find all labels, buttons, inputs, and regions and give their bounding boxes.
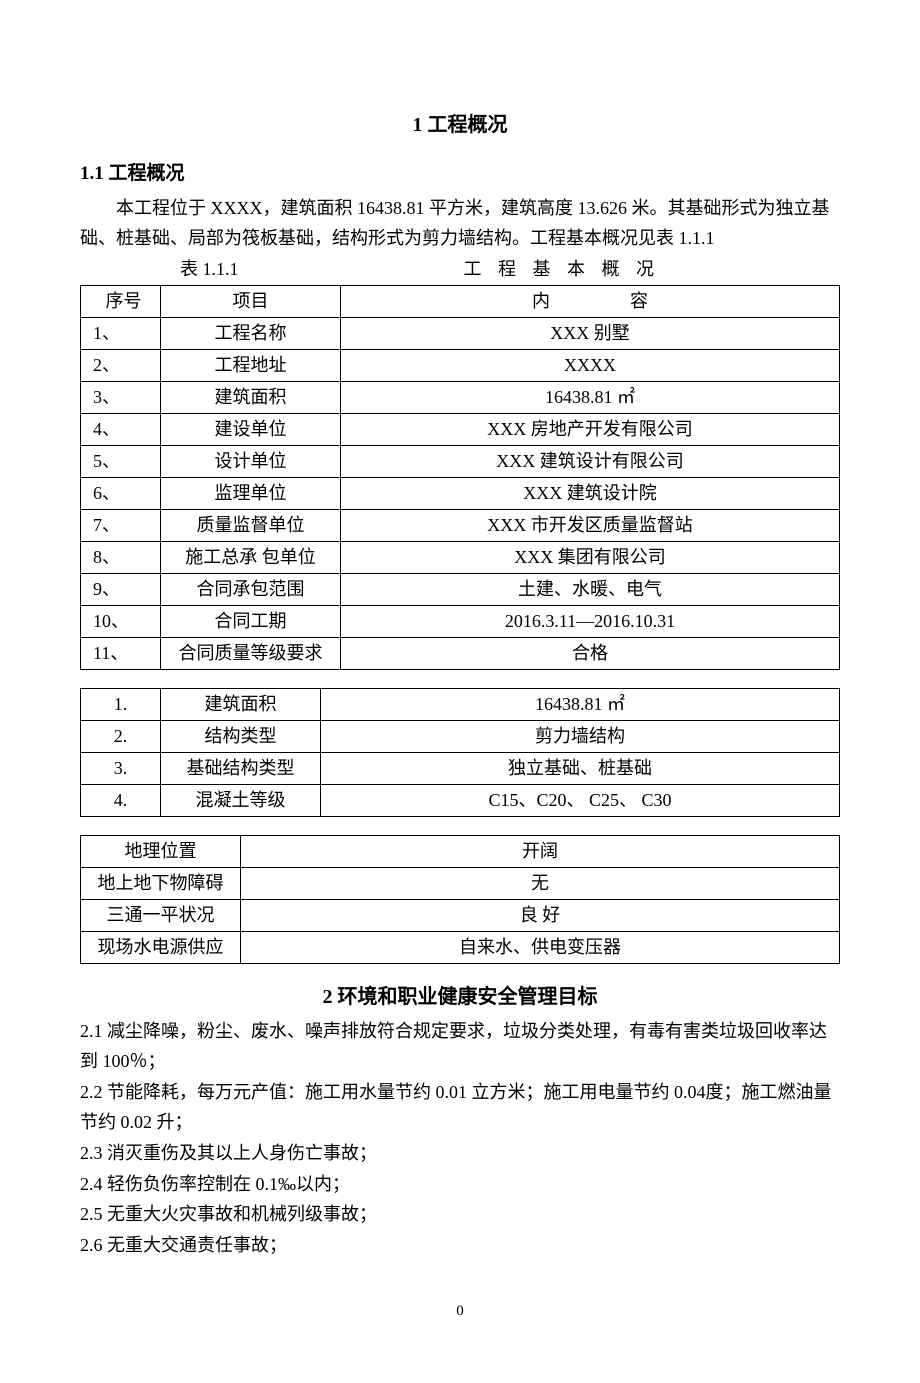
table-cell: 合同工期 [161,605,341,637]
table-cell: XXXX [341,349,840,381]
table-cell: 建筑面积 [161,688,321,720]
table-row: 10、合同工期2016.3.11—2016.10.31 [81,605,840,637]
table-cell: 地上地下物障碍 [81,867,241,899]
table-row: 1、工程名称XXX 别墅 [81,317,840,349]
table-cell: 开阔 [241,835,840,867]
table-cell: 现场水电源供应 [81,931,241,963]
table-cell: C15、C20、 C25、 C30 [321,784,840,816]
table1-caption-left: 表 1.1.1 [180,256,239,283]
table1-caption: 表 1.1.1 工 程 基 本 概 况 [80,256,840,283]
table-cell: 1、 [81,317,161,349]
table-row: 4.混凝土等级C15、C20、 C25、 C30 [81,784,840,816]
table1-header-col1: 序号 [81,285,161,317]
table-cell: XXX 建筑设计院 [341,477,840,509]
table-cell: 3. [81,752,161,784]
main-title: 1 工程概况 [80,110,840,140]
table-cell: 工程名称 [161,317,341,349]
table1-header-row: 序号 项目 内容 [81,285,840,317]
table-cell: 三通一平状况 [81,899,241,931]
table-cell: 16438.81 ㎡ [321,688,840,720]
table1: 序号 项目 内容 1、工程名称XXX 别墅 2、工程地址XXXX 3、建筑面积1… [80,285,840,670]
table-cell: 建设单位 [161,413,341,445]
table-row: 2.结构类型剪力墙结构 [81,720,840,752]
table-cell: 1. [81,688,161,720]
body-item: 2.2 节能降耗，每万元产值：施工用水量节约 0.01 立方米；施工用电量节约 … [80,1077,840,1138]
table-cell: 建筑面积 [161,381,341,413]
table-cell: 5、 [81,445,161,477]
table-cell: 16438.81 ㎡ [341,381,840,413]
table-cell: 良 好 [241,899,840,931]
table-cell: 2016.3.11—2016.10.31 [341,605,840,637]
table-cell: 7、 [81,509,161,541]
table-cell: 2、 [81,349,161,381]
table-cell: 监理单位 [161,477,341,509]
sub-title-2: 2 环境和职业健康安全管理目标 [80,982,840,1012]
table-row: 6、监理单位XXX 建筑设计院 [81,477,840,509]
table-cell: 合同质量等级要求 [161,637,341,669]
section-1-1-paragraph: 本工程位于 XXXX，建筑面积 16438.81 平方米，建筑高度 13.626… [80,193,840,254]
body-item: 2.3 消灭重伤及其以上人身伤亡事故； [80,1138,840,1169]
table2: 1.建筑面积16438.81 ㎡ 2.结构类型剪力墙结构 3.基础结构类型独立基… [80,688,840,817]
body-item: 2.6 无重大交通责任事故； [80,1230,840,1261]
table-cell: 2. [81,720,161,752]
table-row: 地上地下物障碍无 [81,867,840,899]
table-cell: 11、 [81,637,161,669]
body-item: 2.4 轻伤负伤率控制在 0.1‰以内； [80,1169,840,1200]
table-cell: 设计单位 [161,445,341,477]
table-row: 1.建筑面积16438.81 ㎡ [81,688,840,720]
table3: 地理位置开阔 地上地下物障碍无 三通一平状况良 好 现场水电源供应自来水、供电变… [80,835,840,964]
table-cell: 3、 [81,381,161,413]
table1-header-col3a: 内 [532,288,550,315]
table-row: 3.基础结构类型独立基础、桩基础 [81,752,840,784]
table-cell: 4. [81,784,161,816]
body-item: 2.5 无重大火灾事故和机械列级事故； [80,1199,840,1230]
table-cell: 无 [241,867,840,899]
table-row: 地理位置开阔 [81,835,840,867]
table-row: 现场水电源供应自来水、供电变压器 [81,931,840,963]
table-cell: 自来水、供电变压器 [241,931,840,963]
table-cell: XXX 集团有限公司 [341,541,840,573]
table-cell: 8、 [81,541,161,573]
table-row: 7、质量监督单位XXX 市开发区质量监督站 [81,509,840,541]
table-row: 8、施工总承 包单位XXX 集团有限公司 [81,541,840,573]
table-cell: 工程地址 [161,349,341,381]
table-cell: 4、 [81,413,161,445]
table-cell: 结构类型 [161,720,321,752]
page-number: 0 [80,1300,840,1323]
table-row: 三通一平状况良 好 [81,899,840,931]
table-cell: 质量监督单位 [161,509,341,541]
table-cell: 10、 [81,605,161,637]
table-cell: 基础结构类型 [161,752,321,784]
table-cell: 地理位置 [81,835,241,867]
table-cell: XXX 别墅 [341,317,840,349]
table1-header-col2: 项目 [161,285,341,317]
table-cell: 独立基础、桩基础 [321,752,840,784]
table-row: 11、合同质量等级要求合格 [81,637,840,669]
table-cell: 施工总承 包单位 [161,541,341,573]
table-row: 5、设计单位XXX 建筑设计有限公司 [81,445,840,477]
body-item: 2.1 减尘降噪，粉尘、废水、噪声排放符合规定要求，垃圾分类处理，有毒有害类垃圾… [80,1016,840,1077]
table-row: 3、建筑面积16438.81 ㎡ [81,381,840,413]
table-cell: 9、 [81,573,161,605]
table-cell: 混凝土等级 [161,784,321,816]
table-cell: 土建、水暖、电气 [341,573,840,605]
table1-caption-right: 工 程 基 本 概 况 [464,256,661,283]
table-row: 2、工程地址XXXX [81,349,840,381]
table1-header-col3: 内容 [341,285,840,317]
table-cell: XXX 市开发区质量监督站 [341,509,840,541]
section-1-1-heading: 1.1 工程概况 [80,160,840,189]
table-cell: 剪力墙结构 [321,720,840,752]
table-row: 9、合同承包范围土建、水暖、电气 [81,573,840,605]
table-row: 4、建设单位XXX 房地产开发有限公司 [81,413,840,445]
table-cell: 合同承包范围 [161,573,341,605]
table-cell: XXX 房地产开发有限公司 [341,413,840,445]
table1-header-col3b: 容 [630,291,648,311]
table-cell: 6、 [81,477,161,509]
table-cell: XXX 建筑设计有限公司 [341,445,840,477]
table-cell: 合格 [341,637,840,669]
